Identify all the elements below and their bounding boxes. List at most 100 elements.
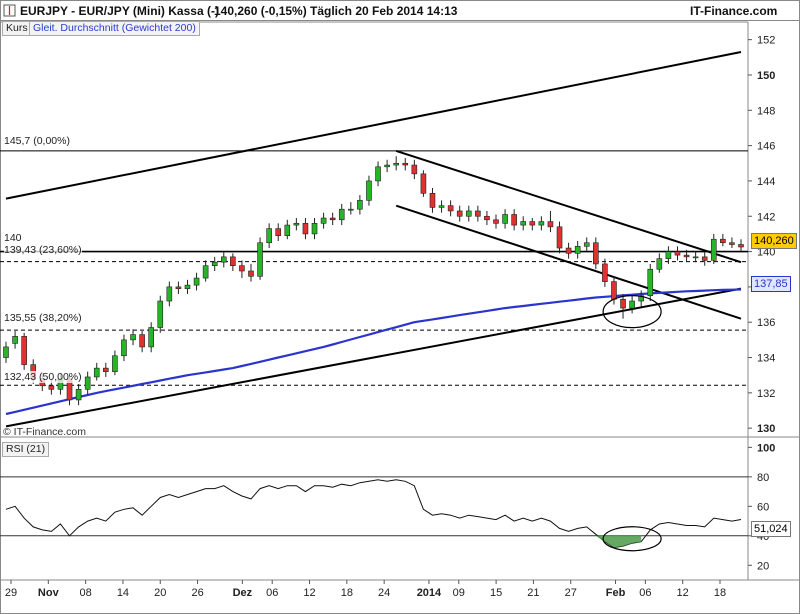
candle bbox=[556, 221, 563, 254]
candle-body bbox=[366, 180, 372, 201]
candle bbox=[284, 219, 291, 240]
candle bbox=[266, 223, 272, 249]
x-tick-label: 24 bbox=[378, 587, 390, 599]
candle bbox=[139, 331, 145, 353]
level-label-140: 140 bbox=[4, 232, 22, 244]
candle bbox=[429, 188, 436, 213]
legend-ma[interactable]: Gleit. Durchschnitt (Gewichtet 200) bbox=[29, 21, 200, 36]
candle bbox=[710, 233, 717, 264]
candle-body bbox=[184, 284, 191, 289]
rsi-oversold-fill bbox=[595, 535, 642, 548]
candle-body bbox=[311, 223, 318, 235]
candle-body bbox=[602, 263, 608, 282]
x-tick-label: 14 bbox=[117, 587, 129, 599]
candle bbox=[547, 210, 554, 233]
candle-body bbox=[75, 389, 82, 401]
candle-body bbox=[211, 261, 218, 267]
price-tick-label: 148 bbox=[757, 105, 775, 117]
candle bbox=[656, 253, 663, 273]
candle-body bbox=[692, 256, 699, 259]
x-tick-label: 20 bbox=[154, 587, 166, 599]
ma-value-box: 137,85 bbox=[751, 276, 791, 292]
price-tick-label: 130 bbox=[757, 423, 775, 435]
quote-change: 140,260 (-0,15%) bbox=[214, 4, 307, 18]
brand-name: IT-Finance.com bbox=[690, 4, 778, 18]
candle-body bbox=[130, 334, 136, 341]
candle-body bbox=[529, 221, 536, 226]
candle bbox=[157, 295, 164, 333]
candle bbox=[239, 260, 245, 279]
candle bbox=[211, 256, 218, 271]
candle-body bbox=[465, 210, 472, 217]
candle-body bbox=[420, 173, 427, 194]
candle bbox=[84, 371, 91, 395]
candle bbox=[93, 362, 100, 381]
x-tick-label: Feb bbox=[606, 587, 626, 599]
candle bbox=[202, 260, 209, 282]
candle-body bbox=[139, 334, 145, 348]
candle bbox=[348, 202, 354, 215]
candle bbox=[338, 203, 345, 226]
candle bbox=[465, 205, 472, 222]
candle-body bbox=[193, 277, 200, 286]
candle-body bbox=[384, 164, 390, 168]
candle-body bbox=[375, 166, 381, 182]
candle-body bbox=[157, 300, 164, 328]
candle-body bbox=[456, 210, 463, 217]
candle bbox=[220, 251, 227, 268]
candle bbox=[456, 205, 463, 222]
candle-body bbox=[720, 238, 726, 244]
candle-body bbox=[502, 214, 508, 224]
candle bbox=[647, 263, 654, 302]
rsi-label[interactable]: RSI (21) bbox=[2, 442, 50, 457]
candle-body bbox=[683, 254, 690, 258]
candle bbox=[629, 295, 635, 314]
price-tick-label: 146 bbox=[757, 141, 775, 153]
candle-body bbox=[12, 336, 18, 344]
x-tick-label: 27 bbox=[565, 587, 577, 599]
candle-body bbox=[220, 256, 227, 263]
trendline bbox=[5, 287, 742, 428]
candle-body bbox=[556, 226, 563, 249]
candle-body bbox=[475, 210, 481, 217]
candle-body bbox=[429, 192, 436, 208]
x-tick-label: 09 bbox=[453, 587, 465, 599]
candle bbox=[502, 209, 508, 229]
candle-body bbox=[438, 205, 445, 208]
candle bbox=[738, 239, 744, 252]
candle-body bbox=[547, 221, 554, 228]
candle-body bbox=[447, 205, 454, 212]
candle bbox=[12, 331, 18, 349]
copyright: © IT-Finance.com bbox=[3, 426, 87, 438]
candle bbox=[293, 218, 300, 231]
candle bbox=[230, 253, 236, 271]
candle bbox=[583, 237, 590, 252]
legend-kurs[interactable]: Kurs bbox=[2, 21, 32, 36]
candle bbox=[402, 157, 409, 171]
candle-body bbox=[302, 223, 309, 235]
candle bbox=[311, 218, 318, 240]
candle bbox=[112, 350, 118, 376]
chart-title: EURJPY - EUR/JPY (Mini) Kassa (-) bbox=[20, 4, 219, 18]
rsi-value-box: 51,024 bbox=[751, 521, 791, 537]
candle bbox=[692, 251, 699, 263]
candle bbox=[720, 233, 726, 247]
candle-body bbox=[230, 256, 236, 267]
x-tick-label: 29 bbox=[5, 587, 17, 599]
last-price-box: 140,260 bbox=[751, 233, 797, 249]
rsi-tick-label: 100 bbox=[757, 442, 775, 454]
x-tick-label: Nov bbox=[38, 587, 60, 599]
candle bbox=[493, 214, 499, 229]
low-highlight-ellipse bbox=[602, 295, 662, 329]
candle bbox=[602, 258, 608, 287]
x-tick-label: 26 bbox=[191, 587, 203, 599]
x-tick-label: 15 bbox=[490, 587, 502, 599]
candle-body bbox=[175, 286, 182, 289]
candle bbox=[275, 223, 282, 241]
candle-body bbox=[656, 258, 663, 270]
candle-body bbox=[665, 251, 672, 259]
candle-body bbox=[638, 295, 644, 302]
candle-body bbox=[738, 244, 744, 248]
candle-body bbox=[674, 251, 681, 256]
